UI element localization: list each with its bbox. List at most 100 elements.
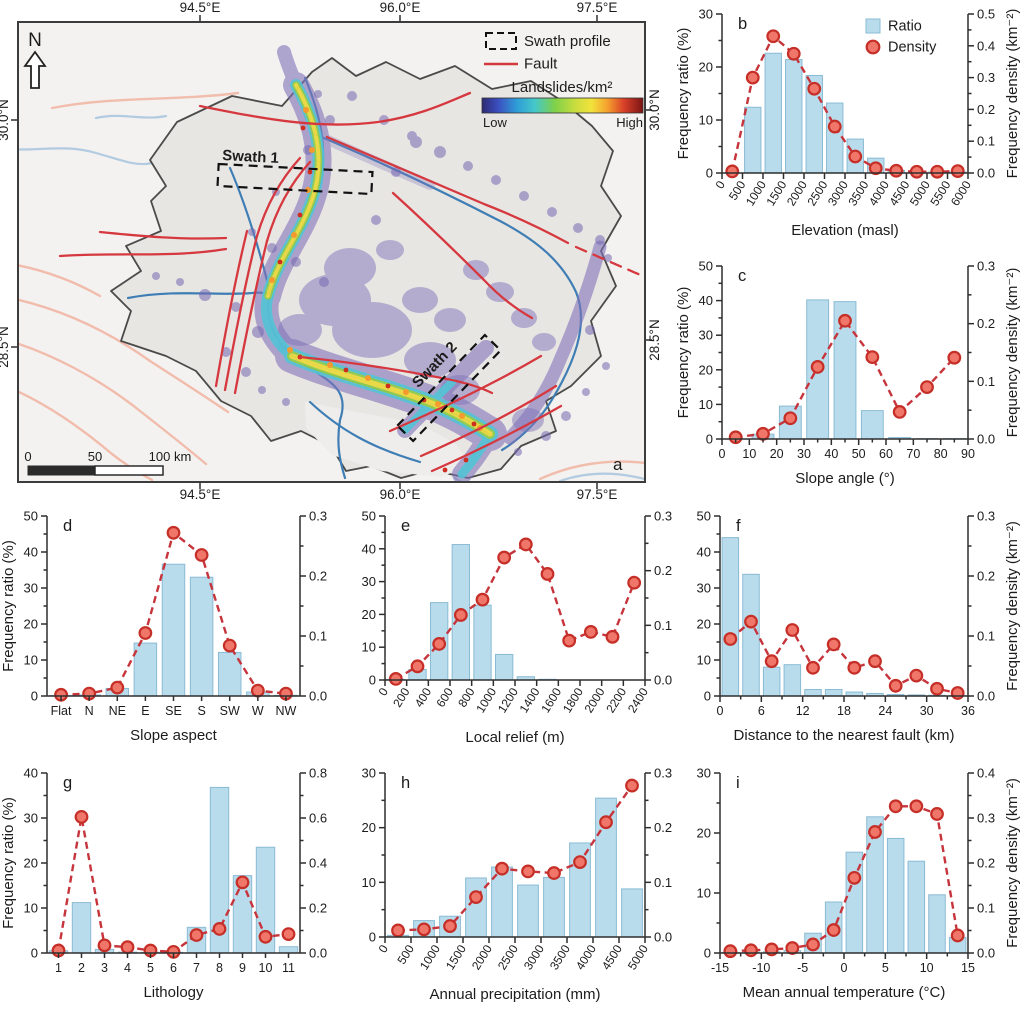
density-point [783,411,798,426]
axes [714,772,974,959]
svg-text:30: 30 [699,7,713,22]
density-point [138,626,153,640]
density-point [764,654,779,669]
right-axis-title: Frequency density (km⁻²) [1004,521,1021,691]
density-point [889,163,904,178]
bars [387,797,643,938]
density-point [810,360,825,374]
svg-text:0.0: 0.0 [654,673,672,688]
svg-text:0.0: 0.0 [977,689,995,704]
axis-titles: Elevation (masl) Frequency ratio (%) Frequ… [675,9,1021,239]
swath2-rect [395,333,503,443]
density-point [909,668,924,683]
legend-density-label: Density [888,40,937,56]
density-point [868,654,882,669]
tick-labels: 0 10 20 30 0.0 0.1 0.2 0.3 0.4 -15 -10 -5 0 5 10 15 [697,766,996,976]
map-frame [17,21,646,483]
svg-text:0.0: 0.0 [977,946,995,961]
panel-i: 0 10 20 30 0.0 0.1 0.2 0.3 0.4 -15 -10 -5 0 5 10 15 Mean… [680,757,1025,1014]
density-point [74,809,89,824]
svg-text:4500: 4500 [886,178,912,208]
panel-g: 0 10 20 30 40 0.0 0.2 0.4 0.6 0.8 1 2 3 4 5 6 7 8 9 10 11 Lit… [0,757,345,1014]
svg-text:2500: 2500 [495,942,521,972]
svg-text:50: 50 [24,509,38,524]
svg-text:2000: 2000 [582,685,608,715]
svg-text:50: 50 [699,259,713,274]
svg-text:0.0: 0.0 [309,689,327,704]
bar [826,102,844,174]
bar [621,888,643,938]
density-point [497,550,512,565]
bar [161,563,186,697]
svg-text:40: 40 [699,293,713,308]
svg-text:40: 40 [824,447,838,461]
svg-text:0.2: 0.2 [654,563,672,578]
svg-text:0.1: 0.1 [309,629,327,644]
svg-text:0.1: 0.1 [977,901,995,916]
density-point [725,164,740,179]
density-point [806,660,820,675]
panel-letter: b [738,15,747,33]
svg-text:1500: 1500 [443,942,469,972]
density-point [495,861,509,876]
axes [716,265,974,445]
svg-text:0.0: 0.0 [654,930,672,945]
left-axis-title: Frequency ratio (%) [0,797,17,929]
svg-text:70: 70 [906,447,920,461]
svg-text:2200: 2200 [603,685,629,715]
svg-text:20: 20 [24,617,38,632]
svg-text:15: 15 [961,961,975,975]
bar [71,902,92,954]
swath1-rect [216,162,374,196]
svg-text:10: 10 [362,640,376,655]
svg-text:20: 20 [770,447,784,461]
left-axis-title: Frequency ratio (%) [675,28,692,160]
left-axis-title: Frequency ratio (%) [0,540,17,672]
density-point [950,686,965,700]
density-point [625,778,639,793]
density-point [847,660,862,675]
density-line [729,619,958,695]
bar [907,860,926,954]
svg-text:-5: -5 [797,961,808,975]
svg-text:0.5: 0.5 [977,7,995,22]
svg-text:20: 20 [362,820,376,835]
density-point [222,638,237,653]
density-point [235,875,250,890]
density-point [950,928,965,943]
density-points [391,778,639,938]
density-point [888,799,903,814]
x-axis-title: Local relief (m) [465,729,564,746]
svg-text:30: 30 [920,704,934,718]
density-line [397,784,633,932]
axis-titles: Mean annual temperature (°C) Frequency de… [743,778,1021,1001]
scale-100: 100 km [149,449,192,464]
svg-text:12: 12 [796,704,810,718]
svg-text:10: 10 [742,447,756,461]
svg-text:0.2: 0.2 [654,820,672,835]
density-point [521,864,535,879]
svg-text:2000: 2000 [469,942,495,972]
density-point [865,350,880,365]
faults [58,91,645,473]
svg-text:40: 40 [697,545,711,560]
panel-letter: g [63,774,72,792]
legend-swath-label: Swath profile [524,33,611,50]
density-point [518,537,533,552]
chart-legend: Ratio Density [865,18,937,56]
svg-text:30: 30 [24,811,38,826]
colorbar [481,97,644,114]
bars [386,544,557,681]
bar [762,666,781,697]
axes [41,772,306,958]
svg-text:1400: 1400 [517,685,543,715]
svg-text:10: 10 [24,653,38,668]
svg-text:80: 80 [934,447,948,461]
tick-labels: 0 10 20 30 40 0.0 0.2 0.4 0.6 0.8 1 2 3 4 5 6 7 8 9 10 11 [24,766,328,976]
axes [716,13,974,179]
bar [764,52,782,174]
svg-text:3500: 3500 [547,942,573,972]
bars [751,299,966,440]
bar [928,894,946,954]
svg-text:3: 3 [101,961,108,975]
